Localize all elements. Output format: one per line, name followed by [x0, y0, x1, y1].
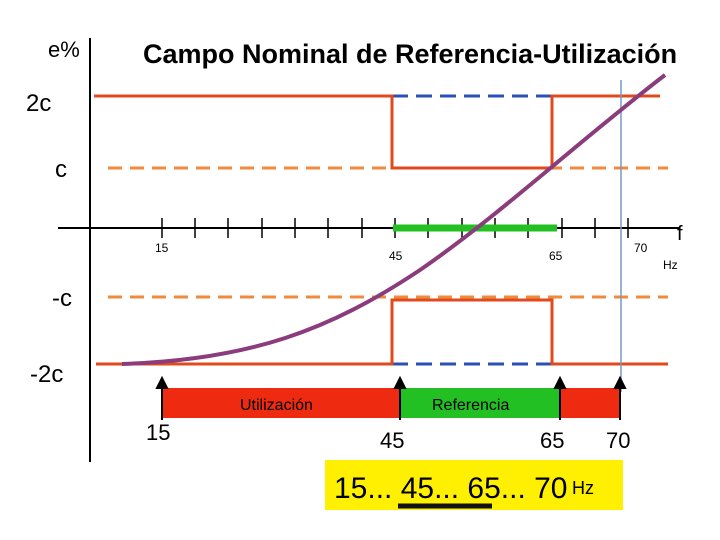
- marker-label-15: 15: [146, 420, 170, 445]
- summary-unit: Hz: [572, 478, 594, 498]
- referencia-label: Referencia: [432, 397, 509, 414]
- summary-box: [325, 460, 623, 510]
- marker-label-65: 65: [540, 428, 564, 453]
- x-axis-label: f: [677, 223, 683, 245]
- level-label-minus-2c: -2c: [30, 361, 63, 388]
- tick-label-15: 15: [155, 241, 169, 255]
- utilizacion-bar-right: [560, 388, 620, 418]
- level-label-2c: 2c: [26, 90, 51, 117]
- range-bar-markers: [155, 375, 627, 420]
- characteristic-curve: [121, 73, 667, 366]
- level-label-minus-c: -c: [52, 285, 72, 312]
- lower-limit-line: [96, 298, 668, 366]
- y-axis-label: e%: [48, 37, 80, 62]
- utilizacion-bar-left: [162, 388, 400, 418]
- marker-label-70: 70: [606, 428, 630, 453]
- tick-label-65: 65: [549, 249, 563, 263]
- referencia-bar: [400, 388, 560, 418]
- x-axis-unit: Hz: [663, 258, 678, 272]
- summary-text: 15... 45... 65... 70: [334, 472, 568, 505]
- upper-limit-line: [94, 94, 660, 170]
- tick-label-45: 45: [389, 249, 403, 263]
- marker-label-45: 45: [380, 428, 404, 453]
- level-label-c: c: [55, 156, 67, 183]
- tick-label-70: 70: [634, 241, 648, 255]
- diagram-title: Campo Nominal de Referencia-Utilización: [143, 39, 677, 69]
- utilizacion-label: Utilización: [240, 397, 313, 414]
